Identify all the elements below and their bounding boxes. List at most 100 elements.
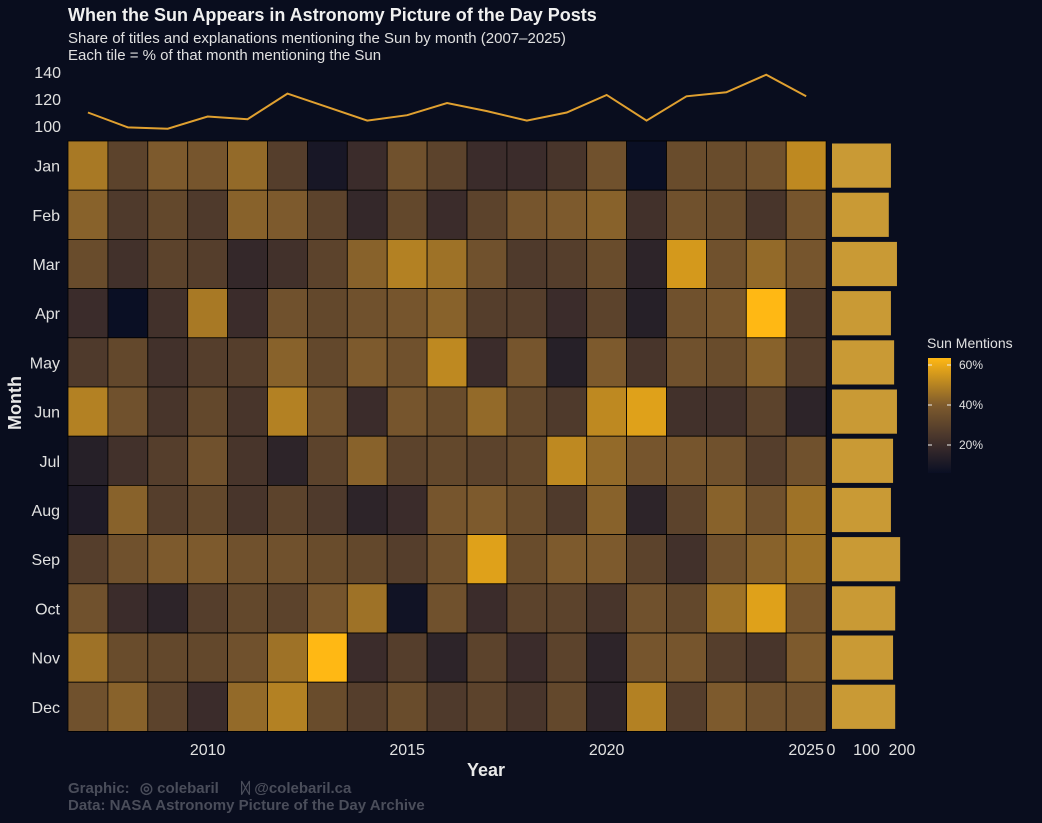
heatmap-tile [107, 435, 149, 486]
heatmap-tile [227, 484, 268, 535]
heatmap-tile [546, 238, 588, 289]
heatmap-tile [506, 140, 548, 191]
heatmap-tile [147, 337, 189, 388]
axes: Jan Feb Mar Apr May Jun Jul Aug Sep Oct Nov Dec 2010… [5, 159, 824, 780]
month-label: May [30, 355, 60, 372]
heatmap-tile [147, 583, 189, 634]
year-tick-label: 2010 [190, 742, 226, 759]
heatmap-tile [346, 583, 388, 634]
heatmap-tile [666, 681, 707, 732]
heatmap-tile [386, 386, 428, 437]
heatmap-tile [506, 238, 548, 289]
heatmap-tile [227, 435, 268, 486]
heatmap-tile [506, 288, 548, 339]
heatmap-tile [426, 484, 468, 535]
heatmap-tile [107, 583, 149, 634]
legend-title: Sun Mentions [927, 335, 1013, 351]
caption-graphic: Graphic: ◎ colebaril ᛞ @colebaril.ca [68, 779, 351, 797]
heatmap-tile [666, 337, 707, 388]
heatmap-tile [706, 632, 747, 683]
heatmap-tile [147, 386, 189, 437]
heatmap-tile [666, 632, 707, 683]
year-tick-label: 2015 [389, 742, 425, 759]
heatmap-tile [227, 386, 268, 437]
month-total-bar [832, 340, 895, 385]
heatmap-tile [785, 337, 827, 388]
heatmap-tile [546, 583, 588, 634]
heatmap-tile [506, 386, 548, 437]
graphic-label: Graphic: [68, 780, 130, 797]
heatmap-tile [267, 681, 308, 732]
heatmap-tile [306, 238, 348, 289]
heatmap-tile [626, 386, 667, 437]
heatmap-tile [546, 632, 588, 683]
heatmap-tile [346, 534, 388, 585]
heatmap-tile [745, 288, 787, 339]
heatmap-tile [187, 484, 228, 535]
heatmap-tile [546, 484, 588, 535]
heatmap-tile [706, 238, 747, 289]
heatmap-tile [506, 435, 548, 486]
heatmap-tile [187, 337, 228, 388]
heatmap-tile [745, 189, 787, 240]
month-label: Oct [35, 601, 60, 618]
heatmap-tile [666, 583, 707, 634]
heatmap-tile [227, 632, 268, 683]
heatmap-tile [267, 583, 308, 634]
heatmap-tile [306, 484, 348, 535]
heatmap-tile [386, 337, 428, 388]
heatmap-tile [386, 140, 428, 191]
month-total-bar [832, 537, 901, 582]
heatmap-tile [107, 534, 149, 585]
heatmap-tile [626, 189, 667, 240]
heatmap-tile [586, 632, 628, 683]
heatmap-tile [147, 238, 189, 289]
heatmap-tile [506, 189, 548, 240]
heatmap-tile [67, 386, 109, 437]
heatmap-tile [426, 435, 468, 486]
heatmap-tile [666, 435, 707, 486]
heatmap-tile [346, 189, 388, 240]
heatmap-tile [785, 238, 827, 289]
heatmap-tile [666, 288, 707, 339]
bar-x-tick-label: 100 [853, 742, 880, 759]
heatmap-tile [147, 435, 189, 486]
month-label: Jan [34, 159, 60, 176]
heatmap-tile [586, 337, 628, 388]
heatmap-tile [745, 140, 787, 191]
heatmap-tile [227, 534, 268, 585]
heatmap-tile [346, 484, 388, 535]
heatmap-tile [506, 534, 548, 585]
heatmap-tile [107, 337, 149, 388]
heatmap-tile [227, 189, 268, 240]
heatmap-tile [586, 238, 628, 289]
heatmap-tile [426, 632, 468, 683]
heatmap-tile [546, 189, 588, 240]
heatmap-tile [626, 435, 667, 486]
heatmap-tile [147, 534, 189, 585]
heatmap-tile [187, 288, 228, 339]
month-label: Jul [40, 454, 60, 471]
heatmap-tile [666, 140, 707, 191]
heatmap-tile [426, 288, 468, 339]
heatmap-tile [706, 288, 747, 339]
heatmap-tile [187, 435, 228, 486]
heatmap-tile [107, 681, 149, 732]
heatmap-tile [745, 337, 787, 388]
butterfly-icon: ᛞ [241, 780, 251, 797]
heatmap-tile [426, 583, 468, 634]
heatmap-tile [785, 189, 827, 240]
month-label: Apr [35, 306, 61, 323]
github-handle: colebaril [157, 780, 219, 797]
heatmap-tile [346, 681, 388, 732]
heatmap-tile [666, 386, 707, 437]
caption-data: Data: NASA Astronomy Picture of the Day … [68, 797, 425, 814]
heatmap-tile [466, 681, 508, 732]
heatmap-tile [426, 140, 468, 191]
github-icon: ◎ [139, 780, 153, 797]
heatmap-tile [107, 386, 149, 437]
heatmap-tile [466, 140, 508, 191]
heatmap-tile [306, 583, 348, 634]
heatmap-tile [785, 288, 827, 339]
heatmap-tile [346, 140, 388, 191]
